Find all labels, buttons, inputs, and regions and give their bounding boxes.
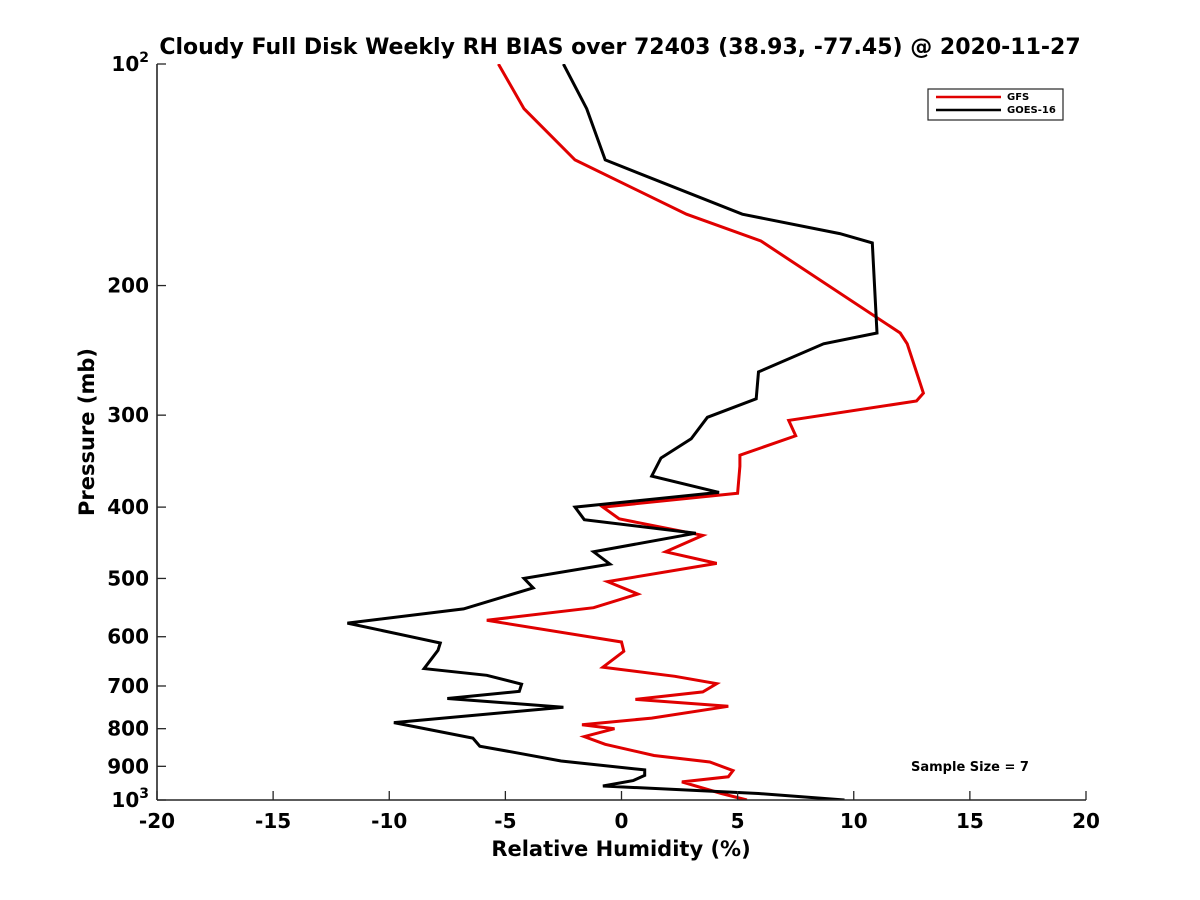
y-tick-label: 300 [107,403,149,427]
series-line-gfs [486,64,926,800]
y-tick-label: 103 [111,786,149,812]
x-ticks: -20 -15 -10 -5 0 5 10 15 20 [139,791,1100,833]
y-axis-label: Pressure (mb) [75,348,99,516]
legend-box [927,88,1064,121]
x-tick-label: 5 [731,809,745,833]
y-tick-label: 600 [107,625,149,649]
series-line-goes16 [347,64,879,800]
x-tick-label: 20 [1072,809,1100,833]
y-tick-label: 800 [107,717,149,741]
x-tick-label: 15 [956,809,984,833]
x-tick-label: -15 [255,809,291,833]
legend-label-goes16: GOES-16 [1007,105,1056,116]
legend-label-gfs: GFS [1007,92,1029,103]
sample-size-annotation: Sample Size = 7 [911,760,1029,775]
plot-lines [347,64,926,800]
legend: GFS GOES-16 [927,88,1064,121]
y-tick-label: 400 [107,495,149,519]
y-tick-label: 200 [107,274,149,298]
axes: -20 -15 -10 -5 0 5 10 15 20 102 200 300 400 500 600 70… [107,50,1100,833]
y-tick-label: 102 [111,50,149,76]
chart-title: Cloudy Full Disk Weekly RH BIAS over 724… [159,35,1080,60]
x-tick-label: 10 [840,809,868,833]
y-tick-label: 700 [107,674,149,698]
y-tick-label: 500 [107,566,149,590]
x-tick-label: -10 [371,809,407,833]
x-tick-label: -20 [139,809,175,833]
x-tick-label: -5 [494,809,516,833]
y-ticks: 102 200 300 400 500 600 700 800 900 103 [107,50,166,812]
x-tick-label: 0 [615,809,629,833]
x-axis-label: Relative Humidity (%) [491,837,750,861]
y-tick-label: 900 [107,754,149,778]
